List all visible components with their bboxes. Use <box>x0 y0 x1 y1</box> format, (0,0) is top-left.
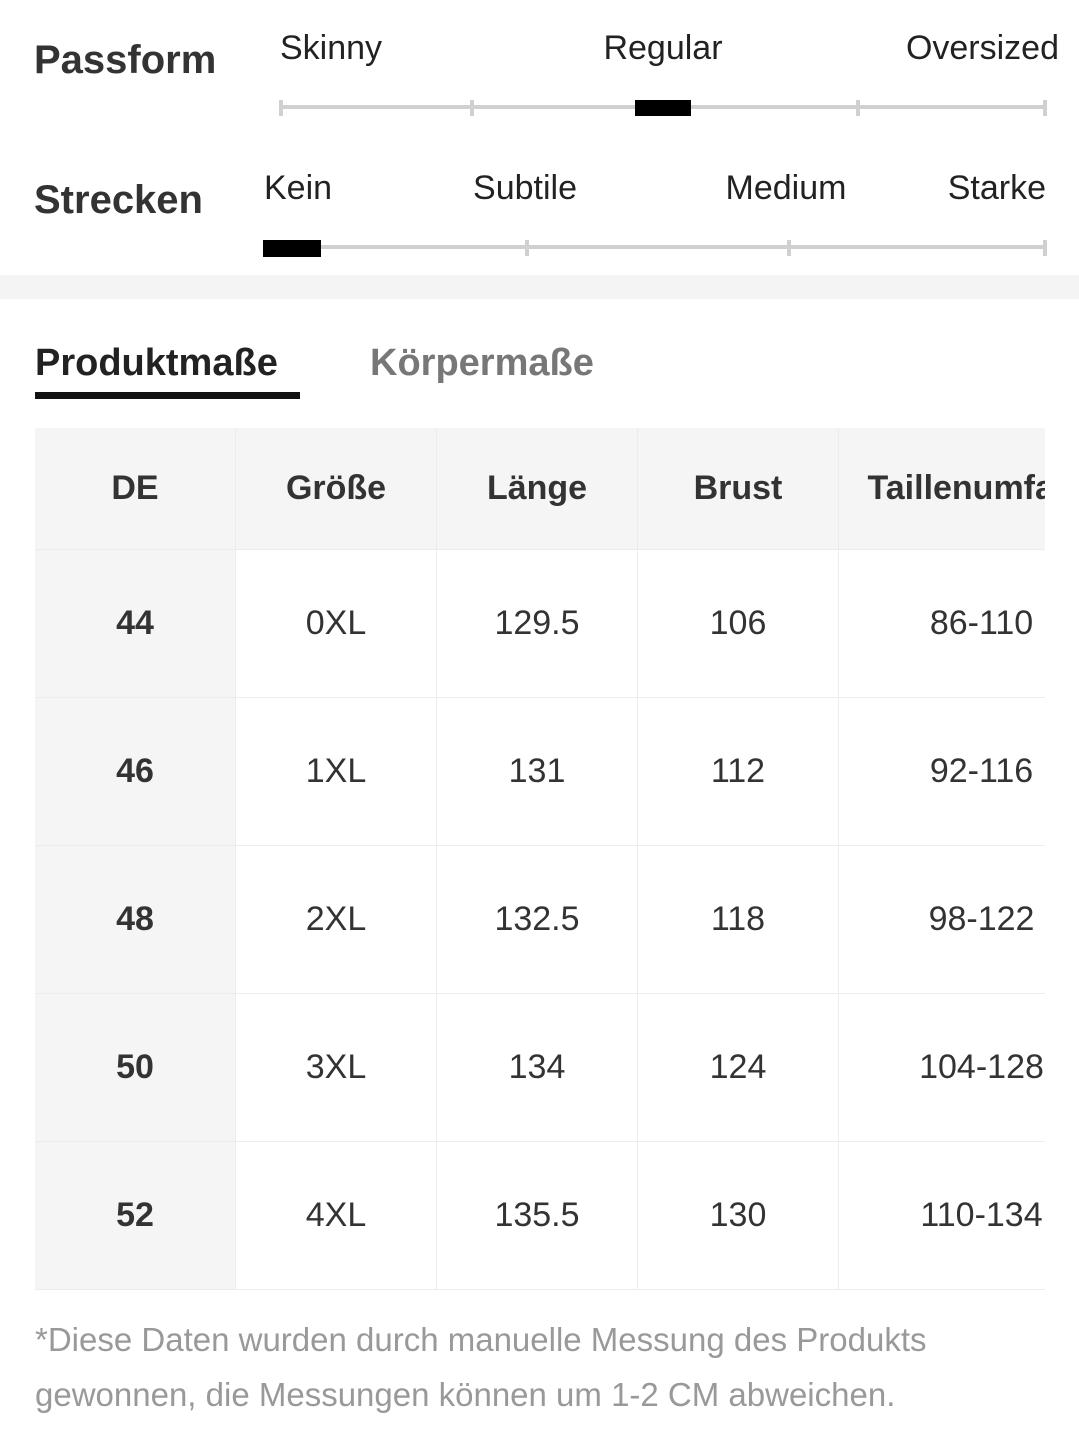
table-cell: 52 <box>35 1142 236 1290</box>
table-cell: 3XL <box>236 994 437 1142</box>
table-cell: 124 <box>638 994 839 1142</box>
fit-tick <box>1043 100 1047 116</box>
note: *Diese Daten wurden durch manuelle Messu… <box>35 1321 927 1413</box>
stretch-track <box>263 245 1047 249</box>
fit-tick <box>470 100 474 116</box>
table-cell: 0XL <box>236 550 437 698</box>
table-cell: 86-110 <box>839 550 1045 698</box>
header-cell: DE <box>35 428 236 550</box>
stretch-option: Kein <box>264 169 333 207</box>
stretch-tick <box>787 240 791 256</box>
table-cell: 104-128 <box>839 994 1045 1142</box>
fit-indicator <box>635 100 691 116</box>
table-cell: 112 <box>638 698 839 846</box>
stretch-indicator <box>263 240 321 257</box>
stretch-tick <box>525 240 529 256</box>
table-cell: 129.5 <box>437 550 638 698</box>
tab-underline <box>35 392 300 399</box>
table-cell: 50 <box>35 994 236 1142</box>
header-cell: Brust <box>638 428 839 550</box>
table-cell: 44 <box>35 550 236 698</box>
stretch-option: Medium <box>725 169 847 207</box>
table-cell: 48 <box>35 846 236 994</box>
table-cell: 106 <box>638 550 839 698</box>
stretch-tick <box>1043 240 1047 256</box>
table-cell: 118 <box>638 846 839 994</box>
tab-active[interactable]: Produktmaße <box>35 342 278 384</box>
fit-option: Skinny <box>280 29 383 67</box>
divider <box>0 275 1079 299</box>
stretch-option: Starke <box>947 169 1046 207</box>
table-cell: 2XL <box>236 846 437 994</box>
table-cell: 4XL <box>236 1142 437 1290</box>
fit-label: Passform <box>34 38 217 82</box>
table-cell: 131 <box>437 698 638 846</box>
table-cell: 135.5 <box>437 1142 638 1290</box>
table-cell: 1XL <box>236 698 437 846</box>
header-cell: Größe <box>236 428 437 550</box>
fit-option: Regular <box>603 29 723 67</box>
table-cell: 110-134 <box>839 1142 1045 1290</box>
tab[interactable]: Körpermaße <box>370 342 594 384</box>
table-cell: 130 <box>638 1142 839 1290</box>
table-cell: 132.5 <box>437 846 638 994</box>
table-cell: 46 <box>35 698 236 846</box>
size-table: DEGrößeLängeBrustTaillenumfang 440XL129.5… <box>35 428 1045 1290</box>
table-cell: 98-122 <box>839 846 1045 994</box>
table-cell: 92-116 <box>839 698 1045 846</box>
stretch-option: Subtile <box>473 169 577 207</box>
stretch-label: Strecken <box>34 178 203 222</box>
table-cell: 134 <box>437 994 638 1142</box>
fit-tick <box>856 100 860 116</box>
fit-tick <box>279 100 283 116</box>
fit-option: Oversized <box>905 29 1059 67</box>
header-cell: Länge <box>437 428 638 550</box>
header-cell: Taillenumfang <box>839 428 1045 550</box>
